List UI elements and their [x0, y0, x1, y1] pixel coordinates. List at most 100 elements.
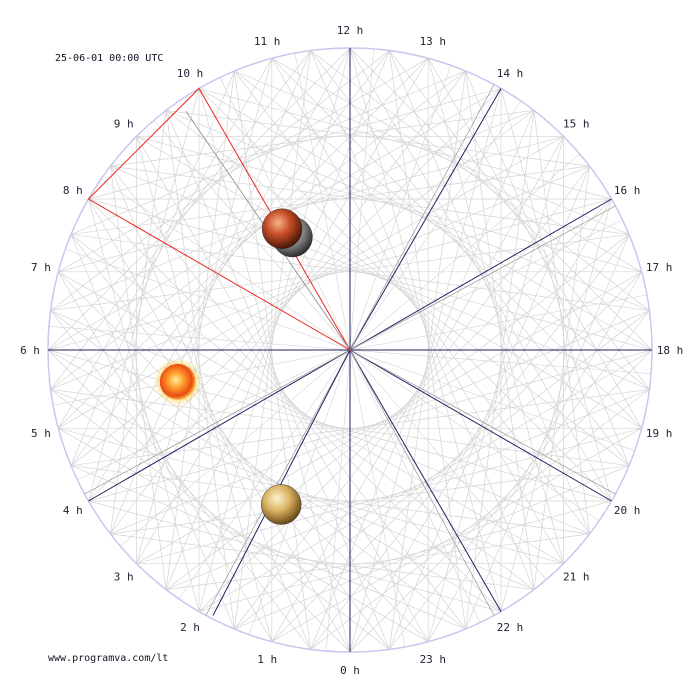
web-chord	[271, 58, 642, 429]
radial-line	[349, 294, 647, 351]
hour-label-0: 0 h	[340, 664, 360, 677]
web-chord	[165, 110, 235, 630]
radial-line	[349, 349, 600, 522]
website-label: www.programva.com/lt	[48, 653, 168, 664]
web-chord	[50, 389, 630, 466]
web-chord	[166, 110, 650, 311]
hour-labels: 0 h 1 h 2 h 3 h 4 h 5 h 6 h 7 h 8 h 9 h 10 h 11 h 12…	[20, 24, 683, 677]
radial-line	[349, 65, 452, 351]
web-chord	[58, 271, 429, 642]
web-chord	[50, 310, 466, 630]
axis-line-16	[349, 198, 612, 351]
radial-line	[248, 349, 351, 635]
web-chord	[234, 310, 650, 630]
web-chord	[70, 50, 390, 466]
radial-line	[349, 349, 635, 452]
web-chord	[70, 234, 390, 650]
web-chord	[70, 389, 650, 466]
hour-label-12: 12 h	[337, 24, 364, 37]
hour-label-7: 7 h	[31, 261, 51, 274]
web-chord	[110, 50, 311, 534]
radial-line	[178, 349, 351, 600]
web-chord	[165, 70, 235, 590]
web-chord	[47, 349, 502, 612]
hour-label-23: 23 h	[420, 653, 447, 666]
hour-label-3: 3 h	[114, 570, 134, 583]
mars-icon	[261, 208, 303, 250]
hour-label-18: 18 h	[657, 344, 684, 357]
grey-axis-line	[205, 349, 351, 616]
radial-line	[349, 48, 374, 351]
web-chord	[88, 198, 653, 351]
web-chord	[58, 58, 429, 429]
web-chord	[50, 110, 534, 311]
web-chord	[50, 165, 590, 390]
axis-line-4	[88, 349, 351, 502]
web-chord	[47, 349, 612, 502]
axis-line-22	[349, 349, 502, 612]
radial-line	[326, 349, 351, 652]
web-chord	[110, 165, 650, 390]
web-chord	[165, 110, 630, 466]
web-chord	[58, 427, 564, 564]
radial-line	[65, 248, 351, 351]
grey-axis-line	[349, 205, 616, 351]
hour-label-21: 21 h	[563, 570, 590, 583]
web-chord	[110, 70, 466, 535]
web-chord	[234, 50, 311, 630]
web-chord	[88, 88, 502, 502]
web-chord	[70, 110, 535, 466]
web-chord	[58, 136, 564, 273]
web-chord	[165, 234, 630, 590]
web-chord	[198, 47, 351, 612]
grey-axis-line	[349, 84, 495, 351]
radial-line	[77, 349, 351, 481]
web-chord	[136, 427, 642, 564]
web-chord	[50, 70, 466, 390]
web-chord	[198, 88, 612, 502]
mars-disc	[261, 208, 303, 250]
web-chord	[310, 110, 535, 650]
hour-label-22: 22 h	[497, 621, 524, 634]
axis-line-14	[349, 88, 502, 351]
hour-label-13: 13 h	[420, 35, 447, 48]
web-chord	[58, 271, 564, 564]
hour-label-20: 20 h	[614, 504, 641, 517]
radial-line	[48, 326, 351, 351]
web-chord	[70, 165, 590, 235]
web-chord	[427, 58, 564, 564]
sun-icon	[153, 357, 202, 406]
web-chord	[271, 271, 642, 642]
web-chord	[389, 166, 590, 650]
web-chord	[136, 136, 273, 642]
web-chord	[427, 136, 564, 642]
venus-disc	[260, 484, 302, 525]
radial-line	[349, 349, 547, 580]
web-chord	[47, 198, 612, 351]
axis-lines	[48, 48, 652, 652]
radial-line	[100, 178, 351, 351]
web-chord	[70, 465, 590, 535]
web-chord	[465, 110, 535, 630]
hour-label-16: 16 h	[614, 184, 641, 197]
web-chord	[166, 389, 650, 590]
hour-label-11: 11 h	[254, 35, 281, 48]
hour-label-9: 9 h	[114, 118, 134, 131]
web-chord	[88, 349, 653, 502]
radial-line	[153, 120, 351, 351]
web-chord	[165, 50, 390, 590]
radial-line	[349, 349, 652, 374]
hour-label-4: 4 h	[63, 504, 83, 517]
web-chord	[70, 234, 535, 590]
web-chord	[50, 310, 590, 535]
web-chord	[310, 234, 630, 650]
hour-label-14: 14 h	[497, 67, 524, 80]
hour-label-8: 8 h	[63, 184, 83, 197]
web-chord	[234, 165, 590, 630]
hour-label-2: 2 h	[180, 621, 200, 634]
web-chord	[110, 165, 466, 630]
web-chord	[234, 70, 650, 390]
grey-axis-line	[84, 349, 351, 495]
